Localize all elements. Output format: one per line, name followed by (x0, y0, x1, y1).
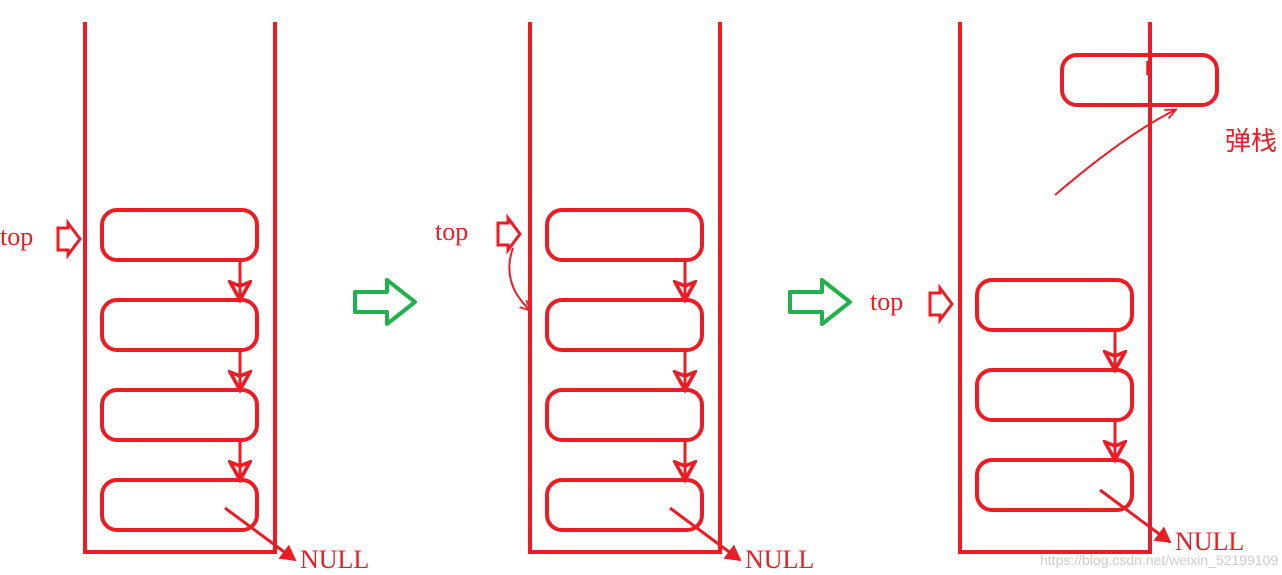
top-label: top (0, 222, 33, 251)
null-arrow (1100, 490, 1170, 542)
top-pointer-arrow (58, 223, 80, 255)
stack-node-0 (547, 210, 702, 260)
top-pointer-arrow (930, 288, 952, 320)
stack-node-2 (547, 390, 702, 440)
diagram-canvas: NULLtopNULLtopNULLtop弹栈 https://blog.csd… (0, 0, 1282, 575)
stack-node-1 (102, 300, 257, 350)
top-pointer-arrow (498, 218, 520, 250)
stack-2: NULL top (435, 22, 814, 574)
stack-node-1 (547, 300, 702, 350)
stack-node-0 (102, 210, 257, 260)
stack-1: NULL top (0, 22, 369, 574)
stack-container (530, 22, 720, 552)
stack-node-1 (977, 370, 1132, 420)
stack-node-0 (977, 280, 1132, 330)
transition-arrow (790, 280, 850, 324)
watermark-text: https://blog.csdn.net/weixin_52199109 (1040, 552, 1278, 568)
null-label: NULL (300, 545, 369, 574)
top-label: top (435, 217, 468, 246)
stack-node-3 (102, 480, 257, 530)
top-label: top (870, 287, 903, 316)
pop-label: 弹栈 (1225, 127, 1277, 156)
stack-node-2 (102, 390, 257, 440)
stack-node-2 (977, 460, 1132, 510)
stack-container (85, 22, 275, 552)
stack-node-3 (547, 480, 702, 530)
top-move-curve (509, 248, 530, 310)
stack-node-popped (1062, 55, 1217, 105)
stack-container (960, 22, 1150, 552)
stack-3: NULLtop弹栈 (870, 22, 1277, 556)
pop-curve (1055, 110, 1175, 195)
transition-arrow (355, 280, 415, 324)
null-label: NULL (745, 545, 814, 574)
